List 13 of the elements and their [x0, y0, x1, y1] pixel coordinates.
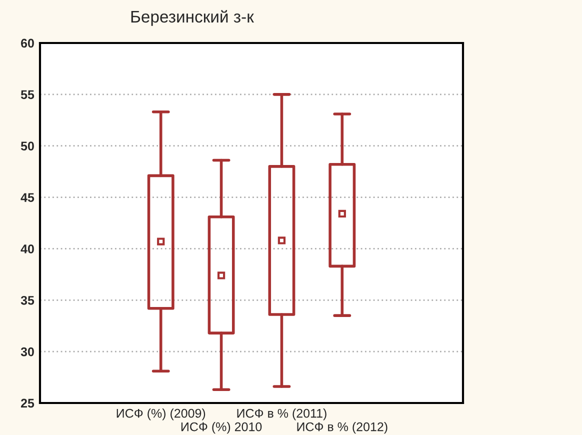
- chart-title: Березинский з-к: [131, 10, 254, 26]
- x-tick-label: ИСФ в % (2011): [237, 408, 326, 420]
- x-tick-label: ИСФ в % (2012): [297, 422, 388, 434]
- y-tick-label: 55: [20, 90, 34, 100]
- y-tick-label: 35: [20, 296, 34, 305]
- x-tick-label: ИСФ (%) (2009): [116, 408, 206, 420]
- y-tick-label: 30: [20, 347, 34, 356]
- y-tick-label: 40: [20, 244, 34, 254]
- x-tick-label: ИСФ (%) 2010: [181, 422, 262, 434]
- y-tick-label: 45: [20, 193, 34, 202]
- y-tick-label: 60: [21, 38, 34, 48]
- y-tick-label: 50: [20, 142, 34, 151]
- y-tick-label: 25: [20, 398, 34, 408]
